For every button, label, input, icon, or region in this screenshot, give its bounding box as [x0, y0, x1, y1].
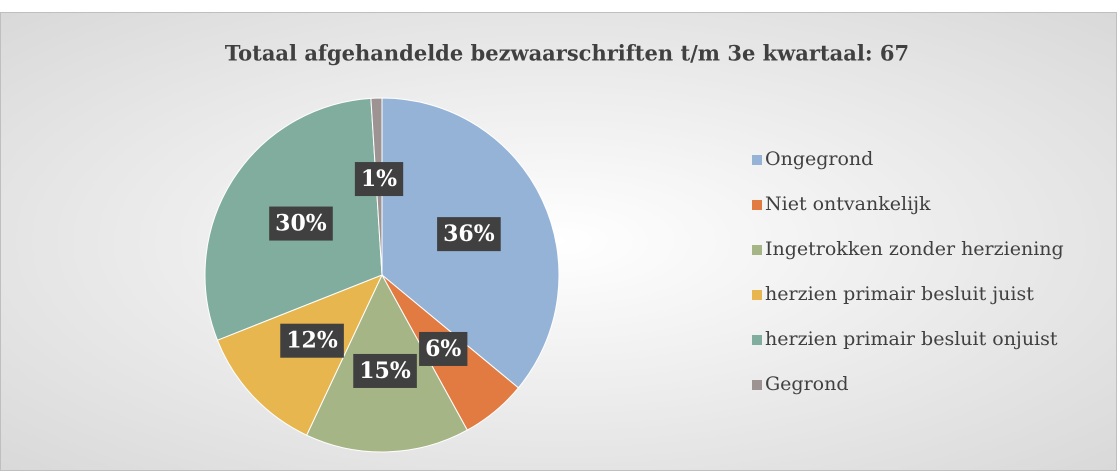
data-label: 36%: [443, 221, 495, 247]
data-label-box: [353, 353, 417, 388]
data-label-box: [419, 331, 468, 366]
legend-label: Ongegrond: [765, 148, 873, 170]
legend-label: Ingetrokken zonder herziening: [765, 238, 1064, 260]
data-label: 6%: [425, 336, 461, 362]
data-label-box: [269, 206, 333, 241]
legend-label: herzien primair besluit juist: [765, 283, 1034, 305]
data-label: 12%: [286, 328, 338, 354]
legend-swatch: [752, 200, 762, 210]
chart-background: [0, 12, 1117, 471]
legend-swatch: [752, 155, 762, 165]
legend-label: Niet ontvankelijk: [765, 193, 931, 215]
data-label: 30%: [275, 211, 327, 237]
data-label-box: [280, 323, 344, 358]
legend-swatch: [752, 245, 762, 255]
data-label: 1%: [361, 166, 397, 192]
chart-title: Totaal afgehandelde bezwaarschriften t/m…: [225, 41, 909, 66]
legend-swatch: [752, 380, 762, 390]
data-label-box: [354, 162, 404, 197]
legend-swatch: [752, 335, 762, 345]
legend-swatch: [752, 290, 762, 300]
data-label-box: [437, 217, 501, 252]
data-label: 15%: [359, 358, 411, 384]
legend-label: herzien primair besluit onjuist: [765, 328, 1058, 350]
legend-label: Gegrond: [765, 373, 849, 395]
